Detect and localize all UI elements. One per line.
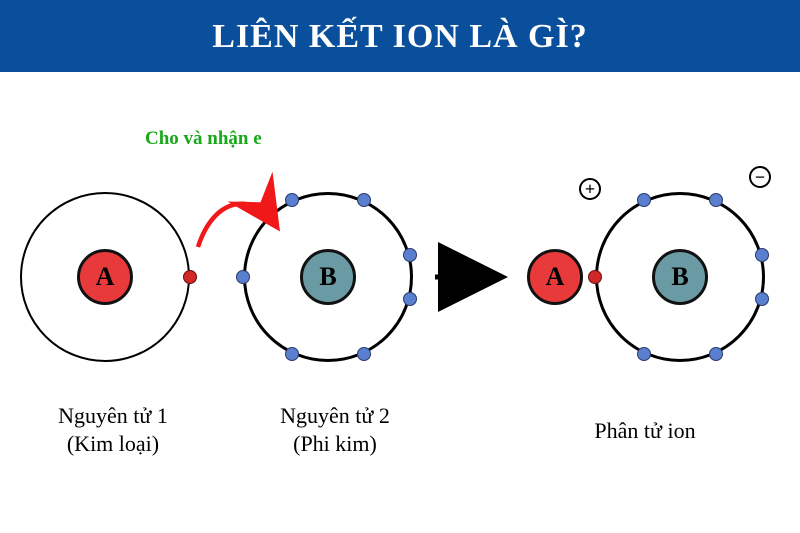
atom-b-electron bbox=[403, 248, 417, 262]
label-atom-a-line2: (Kim loại) bbox=[67, 431, 159, 456]
label-atom-b: Nguyên tử 2 (Phi kim) bbox=[245, 402, 425, 457]
atom-b-electron bbox=[403, 292, 417, 306]
plus-charge-icon: + bbox=[579, 178, 601, 200]
atom-b-electron bbox=[236, 270, 250, 284]
atom-b-electron bbox=[285, 347, 299, 361]
ion-b-electron bbox=[637, 193, 651, 207]
atom-a-electron bbox=[183, 270, 197, 284]
diagram-area: A B A B Cho và nhận e + − Nguyên tử bbox=[0, 72, 800, 512]
ion-b-electron bbox=[637, 347, 651, 361]
title-text: LIÊN KẾT ION LÀ GÌ? bbox=[212, 18, 587, 55]
atom-b-electron bbox=[357, 347, 371, 361]
label-atom-a: Nguyên tử 1 (Kim loại) bbox=[28, 402, 198, 457]
minus-charge-icon: − bbox=[749, 166, 771, 188]
label-atom-b-line1: Nguyên tử 2 bbox=[280, 403, 390, 428]
label-ion: Phân tử ion bbox=[555, 417, 735, 445]
ion-b-electron bbox=[755, 248, 769, 262]
ion-b-electron bbox=[709, 193, 723, 207]
atom-b-electron bbox=[285, 193, 299, 207]
ion-b-electron bbox=[755, 292, 769, 306]
title-header: LIÊN KẾT ION LÀ GÌ? bbox=[0, 0, 800, 72]
ion-b-electron bbox=[709, 347, 723, 361]
atom-b-electron bbox=[357, 193, 371, 207]
ion-b-electron bbox=[588, 270, 602, 284]
label-atom-a-line1: Nguyên tử 1 bbox=[58, 403, 168, 428]
label-atom-b-line2: (Phi kim) bbox=[293, 431, 377, 456]
label-ion-line1: Phân tử ion bbox=[594, 418, 695, 443]
